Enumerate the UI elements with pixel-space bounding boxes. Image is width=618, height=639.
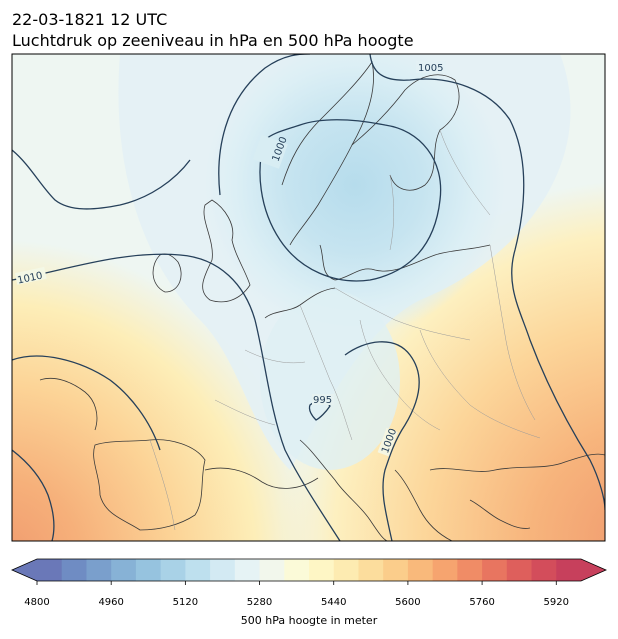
colorbar-tick-label: 5600 — [395, 597, 421, 608]
colorbar-tick-label: 5760 — [469, 597, 495, 608]
colorbar-extend-left — [12, 559, 37, 581]
colorbar-segment — [556, 559, 582, 581]
colorbar-tick-label: 5280 — [246, 597, 273, 608]
map-frame — [11, 53, 606, 542]
colorbar-segment — [531, 559, 557, 581]
colorbar-segment — [210, 559, 236, 581]
colorbar-tick-label: 4800 — [24, 597, 50, 608]
colorbar-segment — [482, 559, 508, 581]
isobars — [12, 54, 605, 541]
country-borders — [149, 129, 541, 531]
colorbar-segment — [37, 559, 63, 581]
colorbar — [11, 558, 607, 585]
colorbar-title: 500 hPa hoogte in meter — [240, 614, 378, 627]
colorbar-segment — [111, 559, 137, 581]
isobar-labels: 1005 1000 1010 995 1000 — [14, 61, 446, 457]
map-field — [12, 54, 605, 541]
colorbar-segment — [86, 559, 112, 581]
colorbar-segment — [284, 559, 310, 581]
colorbar-segment — [457, 559, 483, 581]
colorbar-extend-right — [581, 559, 606, 581]
map-title: Luchtdruk op zeeniveau in hPa en 500 hPa… — [12, 31, 414, 50]
colorbar-segment — [135, 559, 162, 581]
colorbar-segment — [432, 559, 458, 581]
colorbar-tick-label: 5440 — [320, 597, 347, 608]
colorbar-segment — [259, 559, 285, 581]
colorbar-segment — [160, 559, 186, 581]
isobar-label-995: 995 — [313, 395, 332, 406]
isobar-label-1005: 1005 — [418, 63, 443, 74]
colorbar-tick-label: 5920 — [543, 597, 569, 608]
map-datetime: 22-03-1821 12 UTC — [12, 10, 168, 29]
colorbar-segment — [309, 559, 335, 581]
colorbar-segment — [506, 559, 533, 581]
colorbar-segments — [37, 559, 582, 581]
colorbar-tick-label: 4960 — [98, 597, 124, 608]
colorbar-segment — [185, 559, 211, 581]
colorbar-tick-label: 5120 — [172, 597, 199, 608]
colorbar-segment — [234, 559, 261, 581]
isobar-label-1010: 1010 — [16, 270, 43, 286]
colorbar-segment — [407, 559, 434, 581]
colorbar-segment — [61, 559, 87, 581]
colorbar-segment — [383, 559, 409, 581]
colorbar-segment — [333, 559, 359, 581]
colorbar-segment — [358, 559, 384, 581]
